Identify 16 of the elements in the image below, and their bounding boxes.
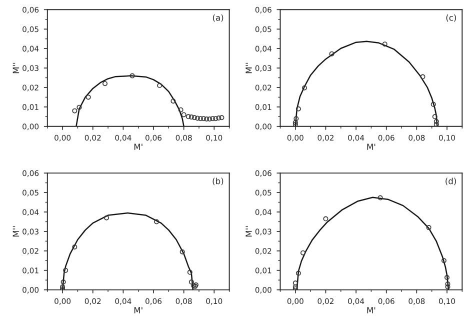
line-series [296,196,450,290]
x-axis-title: M' [367,307,376,314]
line-series [294,40,438,126]
x-axis-title: M' [134,307,142,314]
annotation: (d) [446,178,456,186]
x-axis-title: M' [134,144,142,150]
y-axis-title: M'' [246,226,252,237]
y-axis-title: M'' [246,62,252,74]
y-axis-title: M'' [12,62,19,74]
line-series [76,75,184,126]
y-axis-title: M'' [12,226,19,237]
x-axis-title: M' [367,144,376,150]
annotation: (a) [212,14,224,22]
annotation: (b) [212,178,224,186]
line-series [62,212,194,290]
annotation: (c) [446,14,456,22]
